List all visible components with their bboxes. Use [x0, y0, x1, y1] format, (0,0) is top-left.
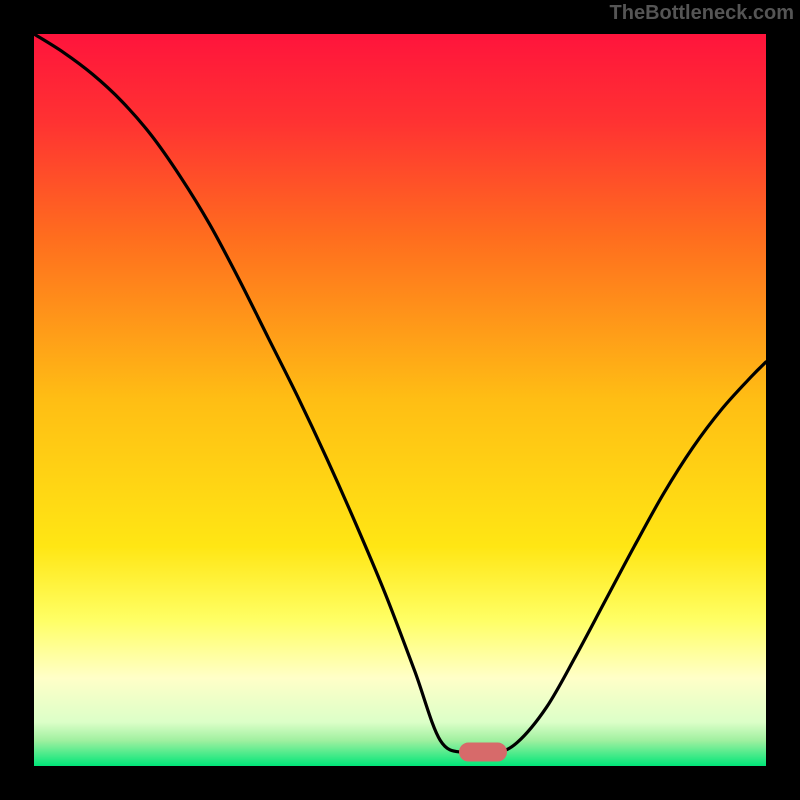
chart-frame: TheBottleneck.com: [0, 0, 800, 800]
outer-border: [0, 0, 800, 800]
watermark-text: TheBottleneck.com: [610, 2, 794, 25]
